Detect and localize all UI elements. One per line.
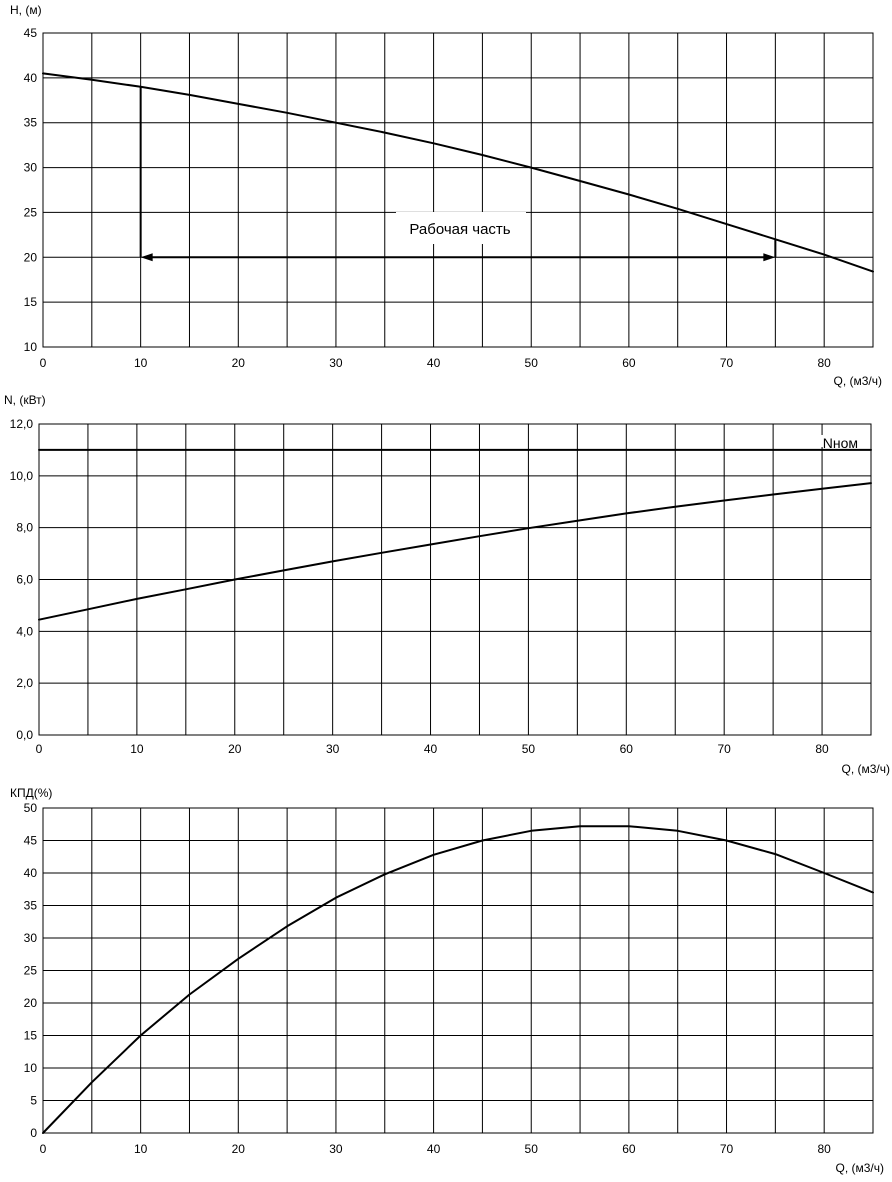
efficiency-x-tick-label: 80 bbox=[817, 1142, 831, 1156]
power-y-tick-label: 4,0 bbox=[16, 624, 33, 638]
efficiency-x-tick-label: 10 bbox=[134, 1142, 148, 1156]
head-series-line-0 bbox=[42, 72, 874, 273]
head-x-tick-label: 70 bbox=[720, 356, 734, 370]
power-chart: 0,0 2,0 4,0 6,0 8,0 10,0 12,0 0 10 20 30 40 50 60 70 80… bbox=[4, 393, 890, 776]
power-y-tick-label: 8,0 bbox=[16, 521, 33, 535]
head-y-tick-label: 30 bbox=[24, 161, 38, 175]
head-x-tick-label: 30 bbox=[329, 356, 343, 370]
head-x-axis-label: Q, (м3/ч) bbox=[833, 374, 882, 388]
efficiency-y-tick-label: 45 bbox=[24, 834, 38, 848]
head-x-tick-label: 0 bbox=[40, 356, 47, 370]
efficiency-plot-frame bbox=[42, 807, 874, 1134]
power-x-tick-label: 0 bbox=[36, 742, 43, 756]
head-x-tick-label: 80 bbox=[817, 356, 831, 370]
efficiency-y-tick-label: 15 bbox=[24, 1029, 38, 1043]
head-y-tick-label: 35 bbox=[24, 116, 38, 130]
efficiency-series-line-0 bbox=[42, 825, 874, 1134]
efficiency-y-tick-label: 35 bbox=[24, 899, 38, 913]
head-x-tick-label: 10 bbox=[134, 356, 148, 370]
power-x-tick-label: 30 bbox=[326, 742, 340, 756]
efficiency-chart: 0 5 10 15 20 25 30 35 40 45 50 0 10 20 30 40 50 60 70 80 КПД… bbox=[10, 786, 884, 1175]
power-y-tick-label: 0,0 bbox=[16, 728, 33, 742]
arrow-head-right bbox=[763, 253, 776, 262]
head-x-tick-label: 40 bbox=[427, 356, 441, 370]
power-x-tick-label: 50 bbox=[522, 742, 536, 756]
head-y-axis-label: H, (м) bbox=[10, 3, 42, 17]
arrow-head-left bbox=[140, 253, 153, 262]
power-x-tick-label: 80 bbox=[815, 742, 829, 756]
nominal-power-label-box bbox=[820, 435, 860, 447]
efficiency-x-tick-label: 0 bbox=[40, 1142, 47, 1156]
power-y-tick-label: 10,0 bbox=[10, 469, 34, 483]
efficiency-y-tick-label: 50 bbox=[24, 801, 38, 815]
efficiency-x-tick-label: 30 bbox=[329, 1142, 343, 1156]
power-y-axis-label: N, (кВт) bbox=[4, 393, 46, 407]
power-y-tick-label: 12,0 bbox=[10, 417, 34, 431]
efficiency-x-tick-label: 40 bbox=[427, 1142, 441, 1156]
efficiency-x-tick-label: 60 bbox=[622, 1142, 636, 1156]
power-x-tick-label: 40 bbox=[424, 742, 438, 756]
head-x-tick-label: 20 bbox=[232, 356, 246, 370]
efficiency-x-tick-label: 70 bbox=[720, 1142, 734, 1156]
nominal-power-label: Nном bbox=[823, 435, 858, 451]
power-series-line-0 bbox=[38, 482, 872, 621]
efficiency-y-tick-label: 30 bbox=[24, 931, 38, 945]
power-x-tick-label: 10 bbox=[130, 742, 144, 756]
working-range-label-box bbox=[396, 212, 526, 244]
power-x-axis-label: Q, (м3/ч) bbox=[841, 762, 890, 776]
head-x-tick-label: 50 bbox=[525, 356, 539, 370]
efficiency-y-tick-label: 20 bbox=[24, 996, 38, 1010]
efficiency-y-tick-label: 0 bbox=[30, 1126, 37, 1140]
head-y-tick-label: 40 bbox=[24, 71, 38, 85]
power-x-tick-label: 60 bbox=[620, 742, 634, 756]
head-x-tick-label: 60 bbox=[622, 356, 636, 370]
head-plot-frame bbox=[42, 32, 874, 348]
head-y-tick-label: 10 bbox=[24, 340, 38, 354]
working-range-label: Рабочая часть bbox=[409, 221, 510, 238]
power-y-tick-label: 6,0 bbox=[16, 573, 33, 587]
power-x-tick-label: 20 bbox=[228, 742, 242, 756]
efficiency-y-tick-label: 5 bbox=[30, 1094, 37, 1108]
power-y-tick-label: 2,0 bbox=[16, 676, 33, 690]
efficiency-x-tick-label: 50 bbox=[525, 1142, 539, 1156]
head-y-tick-label: 15 bbox=[24, 295, 38, 309]
efficiency-y-axis-label: КПД(%) bbox=[10, 786, 52, 800]
efficiency-x-tick-label: 20 bbox=[232, 1142, 246, 1156]
head-y-tick-label: 45 bbox=[24, 26, 38, 40]
efficiency-y-tick-label: 40 bbox=[24, 866, 38, 880]
power-plot-frame bbox=[38, 423, 872, 736]
efficiency-y-tick-label: 10 bbox=[24, 1061, 38, 1075]
head-y-tick-label: 25 bbox=[24, 205, 38, 219]
efficiency-x-axis-label: Q, (м3/ч) bbox=[835, 1161, 884, 1175]
power-x-tick-label: 70 bbox=[717, 742, 731, 756]
head-y-tick-label: 20 bbox=[24, 250, 38, 264]
efficiency-y-tick-label: 25 bbox=[24, 964, 38, 978]
